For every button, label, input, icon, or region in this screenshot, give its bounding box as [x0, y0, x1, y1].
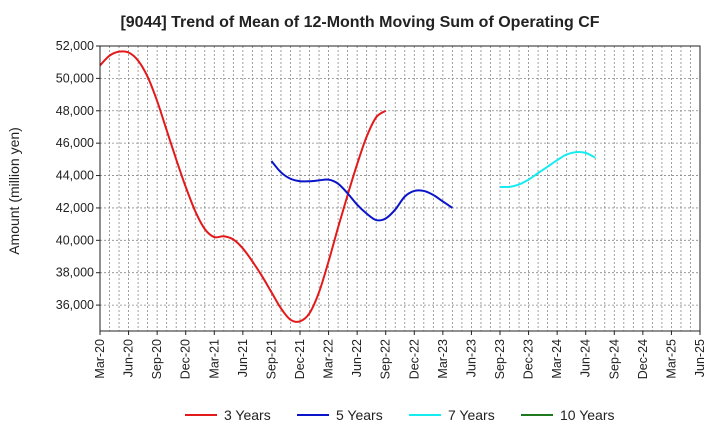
- x-axis-ticks: Mar-20 Jun-20 Sep-20 Dec-20 Mar-21 Jun-21 Sep-…: [93, 331, 707, 379]
- legend-label-10-years: 10 Years: [560, 407, 615, 423]
- x-tick-label: Jun-22: [350, 339, 364, 377]
- y-tick-label: 46,000: [56, 136, 94, 150]
- y-tick-label: 48,000: [56, 104, 94, 118]
- y-axis-title: Amount (million yen): [6, 127, 22, 255]
- x-tick-label: Jun-24: [579, 339, 593, 377]
- grid-layer: [100, 45, 700, 331]
- x-tick-label: Mar-22: [322, 339, 336, 379]
- x-tick-label: Sep-20: [150, 339, 164, 379]
- x-tick-label: Sep-22: [379, 339, 393, 379]
- x-tick-label: Dec-22: [407, 339, 421, 379]
- x-tick-label: Mar-23: [436, 339, 450, 379]
- y-tick-label: 42,000: [56, 201, 94, 215]
- y-tick-label: 44,000: [56, 169, 94, 183]
- legend-label-7-years: 7 Years: [448, 407, 495, 423]
- x-tick-label: Jun-21: [236, 339, 250, 377]
- x-tick-label: Sep-24: [607, 339, 621, 379]
- x-tick-label: Sep-21: [264, 339, 278, 379]
- x-tick-label: Sep-23: [493, 339, 507, 379]
- series-layer: [99, 50, 596, 323]
- y-tick-label: 36,000: [56, 298, 94, 312]
- y-axis-ticks: 36,000 38,000 40,000 42,000 44,000 46,000 48,0…: [56, 39, 100, 312]
- series-line-5-years: [270, 160, 453, 222]
- legend-label-3-years: 3 Years: [224, 407, 271, 423]
- legend: 3 Years 5 Years 7 Years 10 Years: [185, 407, 615, 423]
- y-tick-label: 38,000: [56, 266, 94, 280]
- x-tick-label: Mar-25: [664, 339, 678, 379]
- x-tick-label: Dec-23: [522, 339, 536, 379]
- x-tick-label: Jun-23: [464, 339, 478, 377]
- chart-title: [9044] Trend of Mean of 12-Month Moving …: [120, 14, 600, 31]
- x-tick-label: Mar-20: [93, 339, 107, 379]
- x-tick-label: Dec-24: [636, 339, 650, 379]
- x-tick-label: Dec-21: [293, 339, 307, 379]
- x-tick-label: Dec-20: [179, 339, 193, 379]
- series-line-7-years: [499, 150, 596, 189]
- x-tick-label: Mar-21: [207, 339, 221, 379]
- y-tick-label: 50,000: [56, 71, 94, 85]
- series-line-3-years: [99, 50, 387, 323]
- plot-background: [100, 46, 700, 331]
- x-tick-label: Mar-24: [550, 339, 564, 379]
- legend-label-5-years: 5 Years: [336, 407, 383, 423]
- x-tick-label: Jun-20: [122, 339, 136, 377]
- plot-frame: [99, 45, 701, 332]
- y-tick-label: 52,000: [56, 39, 94, 53]
- y-tick-label: 40,000: [56, 233, 94, 247]
- x-tick-label: Jun-25: [693, 339, 707, 377]
